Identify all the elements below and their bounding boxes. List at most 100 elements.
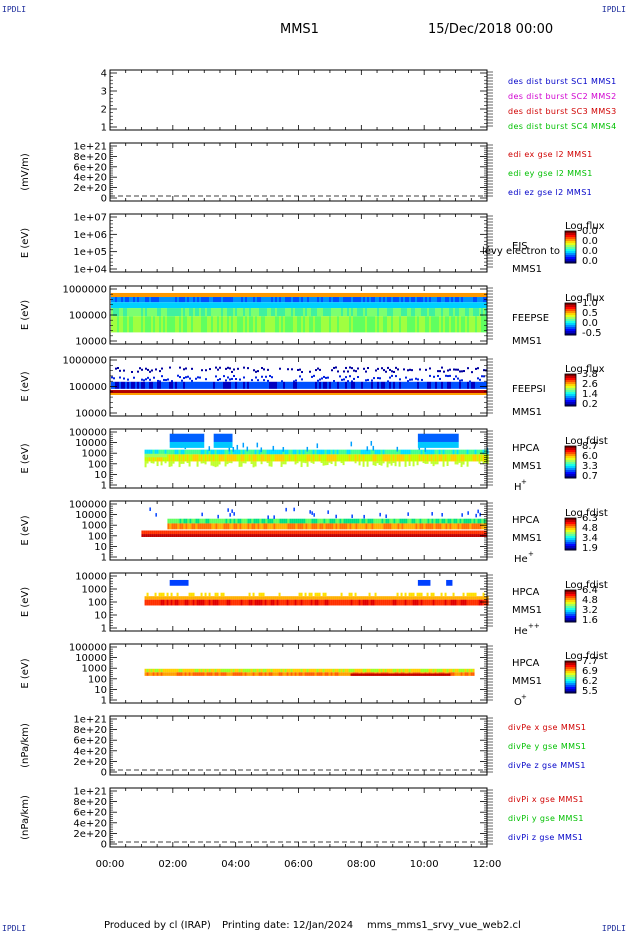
data-cell — [426, 454, 429, 462]
data-cell — [155, 292, 157, 298]
data-cell — [271, 530, 274, 535]
data-cell — [379, 518, 382, 524]
data-cell — [277, 297, 279, 303]
data-cell — [262, 599, 265, 606]
data-cell — [255, 534, 258, 537]
colorbar-tick-label: 1.9 — [582, 543, 598, 554]
data-cell — [177, 381, 179, 389]
data-cell — [218, 461, 221, 465]
data-cell — [381, 534, 384, 537]
data-cell — [314, 592, 317, 597]
colorbar-segment — [565, 388, 576, 391]
data-cell — [339, 297, 341, 303]
data-cell — [427, 523, 430, 530]
data-cell — [457, 523, 460, 530]
data-cell — [187, 523, 190, 530]
data-cell — [312, 461, 315, 464]
data-cell — [455, 368, 457, 371]
data-cell — [235, 297, 237, 303]
data-cell — [260, 599, 263, 606]
data-cell — [322, 599, 325, 606]
data-cell — [184, 454, 187, 462]
data-cell — [473, 302, 475, 309]
data-cell — [322, 449, 325, 455]
species-charge: + — [521, 478, 527, 486]
data-cell — [364, 454, 367, 462]
data-cell — [358, 449, 361, 455]
data-cell — [322, 596, 325, 600]
data-cell — [382, 599, 385, 606]
data-cell — [245, 292, 247, 298]
data-cell — [430, 454, 433, 462]
data-cell — [426, 599, 429, 606]
data-cell — [334, 449, 337, 455]
data-cell — [173, 534, 176, 537]
data-cell — [185, 308, 187, 317]
data-cell — [299, 368, 301, 371]
data-cell — [186, 454, 189, 462]
data-cell — [176, 454, 179, 462]
data-cell — [262, 596, 265, 600]
data-cell — [456, 449, 459, 455]
data-cell — [338, 596, 341, 600]
data-cell — [320, 668, 323, 673]
data-cell — [407, 512, 409, 516]
data-cell — [481, 523, 484, 530]
data-cell — [175, 523, 178, 530]
data-cell — [307, 381, 309, 389]
data-cell — [471, 292, 473, 298]
data-cell — [223, 518, 226, 524]
data-cell — [484, 599, 487, 606]
data-cell — [191, 308, 193, 317]
data-cell — [368, 454, 371, 462]
data-cell — [355, 370, 357, 373]
data-cell — [281, 308, 283, 317]
data-cell — [318, 672, 321, 676]
data-cell — [175, 302, 177, 309]
data-cell — [471, 302, 473, 309]
data-cell — [208, 672, 211, 676]
data-cell — [343, 292, 345, 298]
data-cell — [260, 668, 263, 673]
data-cell — [249, 523, 252, 530]
data-cell — [387, 381, 389, 389]
data-cell — [418, 592, 421, 597]
data-cell — [313, 374, 315, 377]
data-cell — [170, 461, 173, 467]
data-cell — [408, 596, 411, 600]
data-cell — [391, 534, 394, 537]
data-cell — [217, 368, 219, 371]
data-cell — [379, 523, 382, 530]
data-cell — [393, 316, 395, 333]
data-cell — [275, 302, 277, 309]
data-cell — [237, 523, 240, 530]
data-cell — [233, 316, 235, 333]
data-cell — [275, 530, 278, 535]
data-cell — [149, 308, 151, 317]
data-cell — [353, 292, 355, 298]
data-cell — [192, 599, 195, 606]
data-cell — [334, 599, 337, 606]
data-cell — [263, 297, 265, 303]
data-cell — [410, 673, 413, 676]
data-cell — [253, 369, 255, 372]
data-cell — [409, 302, 411, 309]
data-cell — [411, 518, 414, 524]
data-cell — [425, 518, 428, 524]
species-charge: + — [521, 693, 527, 701]
data-cell — [320, 454, 323, 462]
data-cell — [236, 668, 239, 673]
data-cell — [475, 367, 477, 370]
data-cell — [423, 518, 426, 524]
data-cell — [170, 668, 173, 673]
data-cell — [219, 302, 221, 309]
data-cell — [463, 530, 466, 535]
colorbar-segment — [565, 470, 576, 473]
instrument-label: HPCA — [512, 515, 540, 526]
data-cell — [184, 668, 187, 673]
data-cell — [405, 297, 407, 303]
data-cell — [147, 292, 149, 298]
data-cell — [206, 454, 209, 462]
data-cell — [285, 316, 287, 333]
data-cell — [417, 302, 419, 309]
